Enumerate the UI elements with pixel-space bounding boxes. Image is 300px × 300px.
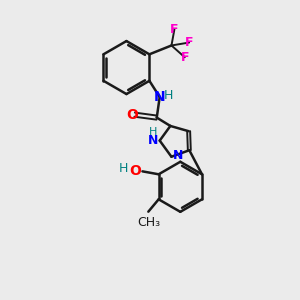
Text: N: N: [173, 149, 183, 162]
Text: F: F: [170, 23, 179, 36]
Text: N: N: [154, 90, 166, 104]
Text: H: H: [163, 89, 172, 102]
Text: CH₃: CH₃: [137, 216, 160, 229]
Text: O: O: [126, 108, 138, 122]
Text: F: F: [181, 51, 189, 64]
Text: F: F: [185, 36, 194, 49]
Text: O: O: [129, 164, 141, 178]
Text: H: H: [118, 162, 128, 175]
Text: N: N: [148, 134, 158, 147]
Text: H: H: [149, 128, 158, 137]
